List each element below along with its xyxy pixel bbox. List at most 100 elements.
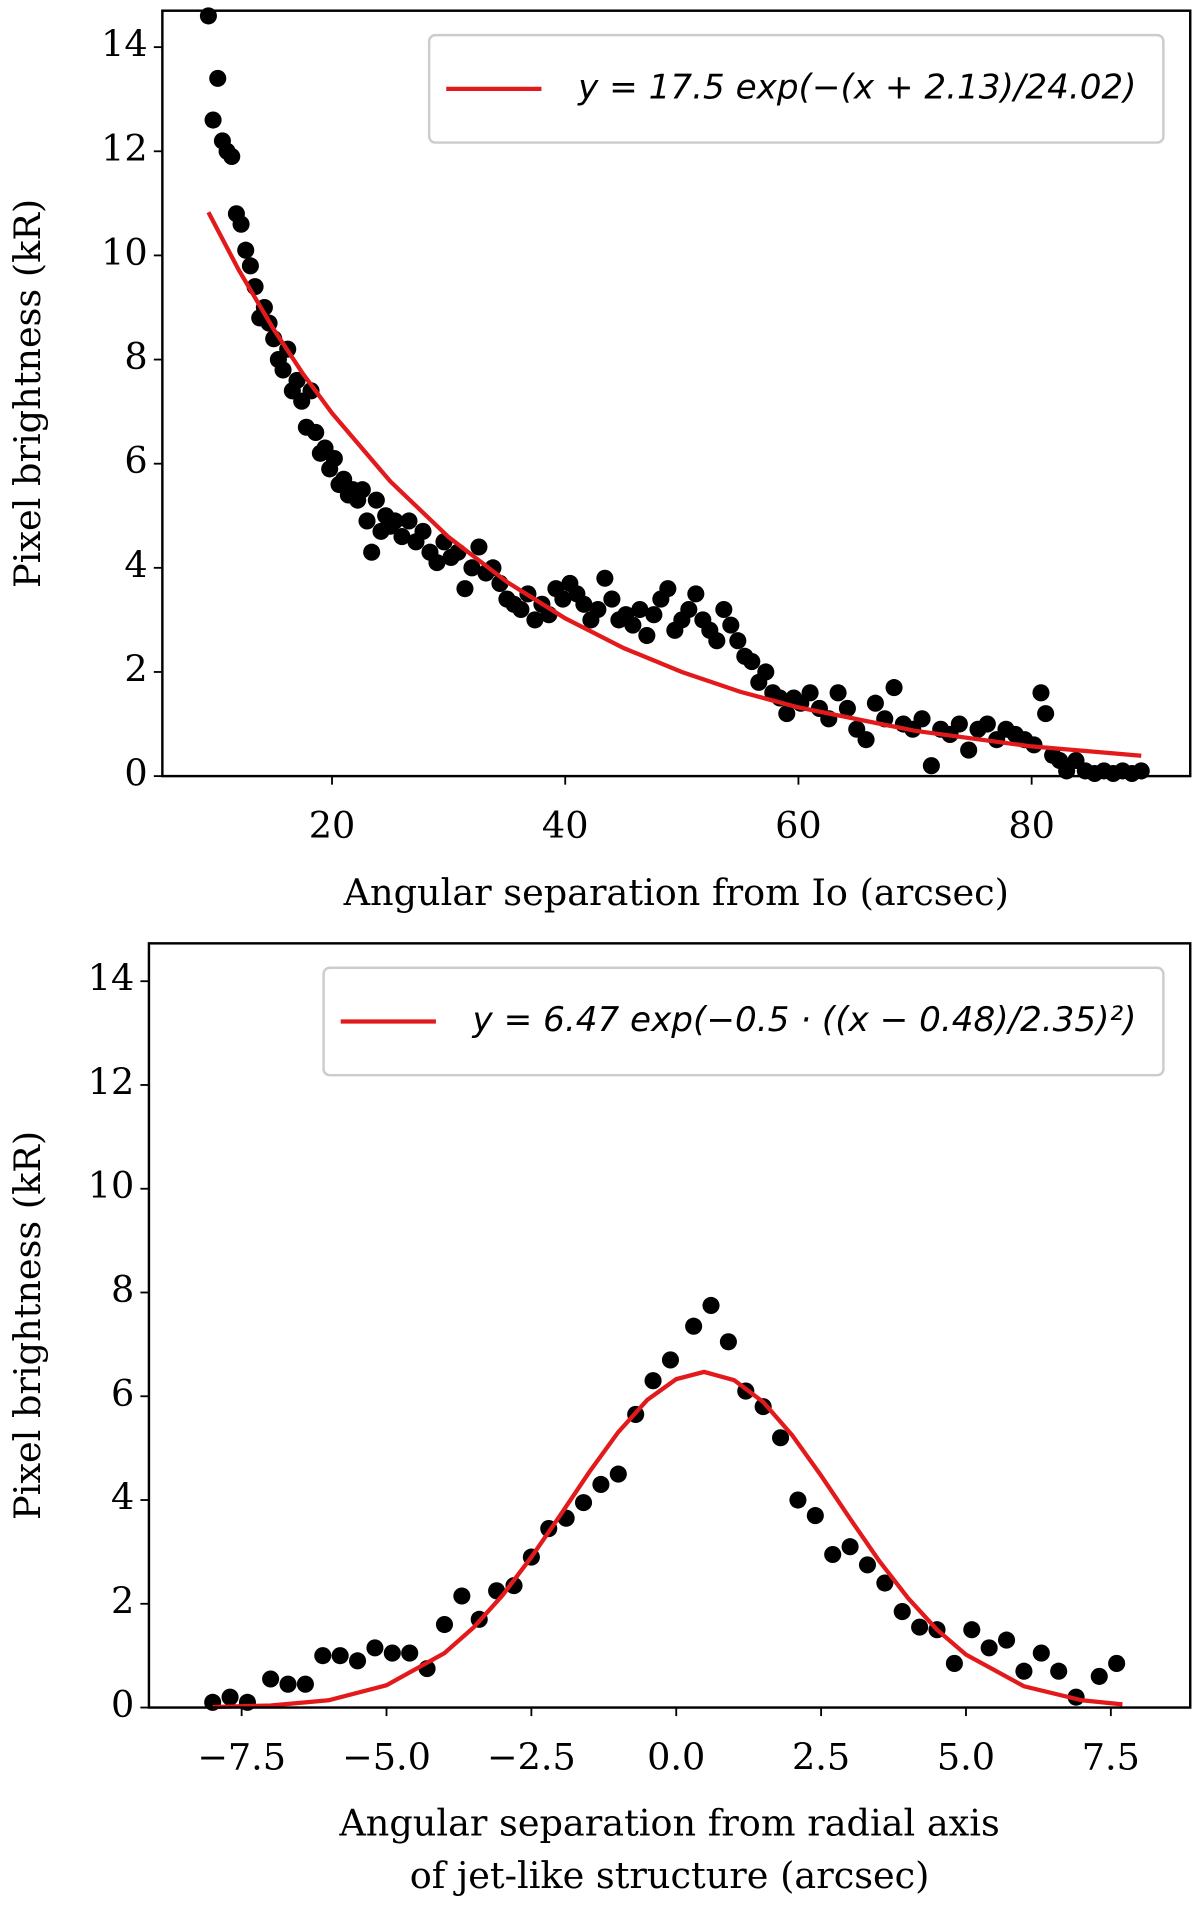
data-point bbox=[221, 1688, 239, 1706]
data-point bbox=[331, 1647, 349, 1665]
x-axis-label: Angular separation from radial axis bbox=[338, 1801, 999, 1844]
y-tick-label: 6 bbox=[111, 1372, 134, 1415]
data-point bbox=[685, 1317, 703, 1335]
data-point bbox=[367, 491, 385, 509]
legend-label: y = 6.47 exp(−0.5 · ((x − 0.48)/2.35)²) bbox=[472, 1000, 1137, 1040]
data-point bbox=[575, 595, 593, 613]
data-point bbox=[463, 559, 481, 577]
y-tick-label: 12 bbox=[88, 1060, 135, 1103]
data-point bbox=[624, 616, 642, 634]
data-point bbox=[401, 1644, 419, 1662]
data-point bbox=[241, 257, 259, 275]
data-point bbox=[262, 1670, 280, 1688]
data-point bbox=[574, 1494, 593, 1512]
x-tick-label: 40 bbox=[542, 804, 589, 847]
y-tick-label: 2 bbox=[124, 647, 147, 690]
data-point bbox=[204, 111, 222, 129]
data-point bbox=[1050, 1662, 1068, 1680]
data-point bbox=[708, 632, 726, 650]
data-point bbox=[876, 1574, 894, 1592]
data-point bbox=[526, 611, 544, 629]
data-point bbox=[950, 715, 968, 733]
x-tick-label: 7.5 bbox=[1082, 1736, 1140, 1779]
data-point bbox=[237, 241, 255, 259]
data-point bbox=[661, 1351, 679, 1369]
x-tick-label: 5.0 bbox=[937, 1736, 995, 1779]
data-point bbox=[348, 1652, 367, 1670]
data-point bbox=[743, 653, 761, 671]
data-point bbox=[754, 1398, 772, 1416]
y-tick-label: 0 bbox=[111, 1683, 134, 1726]
data-point bbox=[1037, 705, 1055, 723]
data-point bbox=[589, 600, 607, 619]
data-point bbox=[366, 1639, 384, 1657]
data-point bbox=[978, 715, 996, 733]
plot: 0 2 4 6 8 10 12 14 −7.5 −5.0 −2.5 0.0 2.5 5.0 7.5 Angul… bbox=[6, 942, 1192, 1897]
data-point bbox=[1032, 684, 1050, 702]
data-point bbox=[911, 1618, 929, 1636]
data-point bbox=[363, 543, 381, 561]
x-tick-label: 20 bbox=[309, 804, 356, 847]
data-point bbox=[456, 580, 474, 598]
data-point bbox=[307, 423, 325, 441]
data-point bbox=[314, 1647, 332, 1665]
data-point bbox=[757, 663, 775, 681]
data-point bbox=[729, 632, 747, 650]
legend-box bbox=[427, 33, 1165, 144]
data-point bbox=[302, 382, 320, 400]
data-point bbox=[893, 1603, 911, 1621]
data-point bbox=[279, 1675, 297, 1693]
x-axis-label: Angular separation from Io (arcsec) bbox=[343, 871, 1009, 914]
data-point bbox=[702, 1296, 720, 1315]
data-point bbox=[715, 600, 733, 619]
data-point bbox=[913, 710, 931, 728]
data-point bbox=[603, 590, 621, 608]
data-point bbox=[400, 512, 418, 530]
y-axis-label: Pixel brightness (kR) bbox=[6, 199, 49, 588]
data-point bbox=[857, 731, 875, 749]
data-point bbox=[838, 699, 856, 717]
x-tick-label: −2.5 bbox=[487, 1736, 576, 1779]
data-point bbox=[383, 1644, 401, 1662]
data-point bbox=[841, 1538, 859, 1556]
y-tick-label: 2 bbox=[111, 1579, 134, 1622]
data-point bbox=[645, 606, 663, 624]
data-point bbox=[596, 569, 614, 587]
x-axis-label: of jet-like structure (arcsec) bbox=[410, 1854, 930, 1897]
data-point bbox=[866, 694, 884, 712]
data-point bbox=[274, 361, 292, 379]
y-axis-label: Pixel brightness (kR) bbox=[6, 1131, 49, 1520]
data-point bbox=[789, 1491, 807, 1509]
data-point bbox=[997, 1631, 1016, 1649]
data-point bbox=[1090, 1667, 1108, 1685]
x-tick-label: 80 bbox=[1008, 804, 1055, 847]
data-point bbox=[1015, 1662, 1033, 1680]
data-point bbox=[470, 538, 488, 556]
legend: y = 17.5 exp(−(x + 2.13)/24.02) bbox=[427, 33, 1165, 144]
legend-label: y = 17.5 exp(−(x + 2.13)/24.02) bbox=[577, 67, 1136, 107]
x-tick-label: −5.0 bbox=[342, 1736, 431, 1779]
data-point bbox=[772, 1429, 790, 1447]
data-point bbox=[1108, 1654, 1126, 1672]
data-point bbox=[414, 522, 432, 540]
data-point bbox=[680, 600, 698, 619]
data-point bbox=[719, 1333, 737, 1351]
data-point bbox=[592, 1475, 610, 1494]
data-point bbox=[232, 215, 250, 233]
axes-frame bbox=[147, 942, 1192, 1709]
axes-frame bbox=[161, 9, 1192, 778]
data-point bbox=[885, 679, 903, 697]
data-point bbox=[778, 705, 796, 723]
data-point bbox=[829, 684, 847, 702]
data-point bbox=[325, 449, 343, 468]
y-tick-label: 0 bbox=[124, 752, 147, 795]
data-point bbox=[945, 1654, 963, 1672]
x-tick-label: −7.5 bbox=[197, 1736, 286, 1779]
data-point bbox=[1032, 1644, 1050, 1662]
data-point bbox=[858, 1556, 877, 1574]
y-tick-label: 14 bbox=[101, 23, 148, 66]
data-point bbox=[922, 757, 940, 775]
data-point bbox=[960, 741, 978, 759]
y-tick-label: 8 bbox=[124, 335, 147, 378]
